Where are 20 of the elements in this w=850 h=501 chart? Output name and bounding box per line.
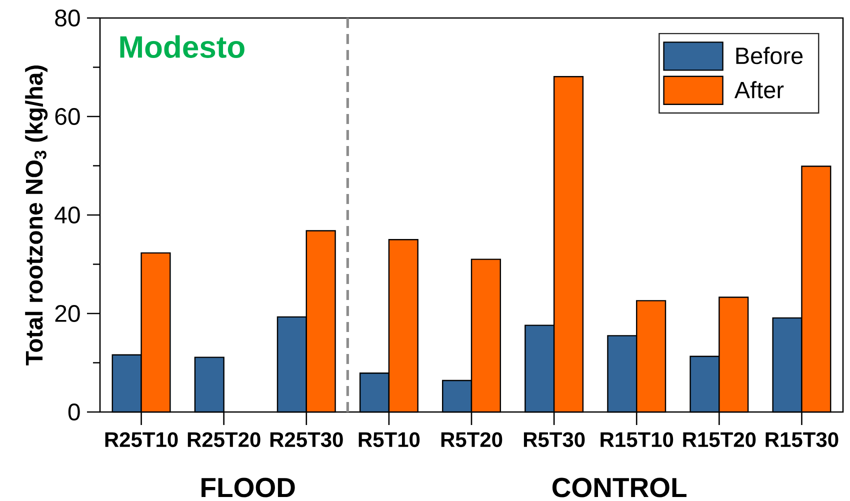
x-tick-label: R25T30	[270, 432, 343, 448]
legend-label: Before	[736, 46, 803, 64]
x-tick-label: R25T10	[105, 432, 178, 448]
x-tick-label: R25T20	[188, 432, 260, 448]
text: CONTROL	[552, 478, 686, 498]
y-tick-label: 0	[68, 403, 80, 420]
y-tick-label: 40	[54, 206, 80, 224]
y-axis-title: Total rootzone NO$_{3}$ (kg/ha)	[25, 66, 48, 366]
x-tick-label: R5T30	[524, 432, 585, 448]
y-tick-label: 80	[55, 9, 80, 26]
x-tick-label: R15T10	[600, 432, 674, 448]
chart-title: Modesto	[120, 35, 244, 58]
x-tick-label: R5T20	[441, 432, 502, 448]
text: FLOOD	[202, 478, 295, 498]
y-tick-label: 60	[55, 108, 80, 125]
x-tick-label: R15T20	[683, 432, 756, 448]
x-tick-label: R5T10	[358, 432, 420, 448]
legend-label: After	[734, 81, 784, 98]
y-tick-label: 20	[55, 304, 80, 322]
x-tick-label: R15T30	[766, 432, 838, 448]
